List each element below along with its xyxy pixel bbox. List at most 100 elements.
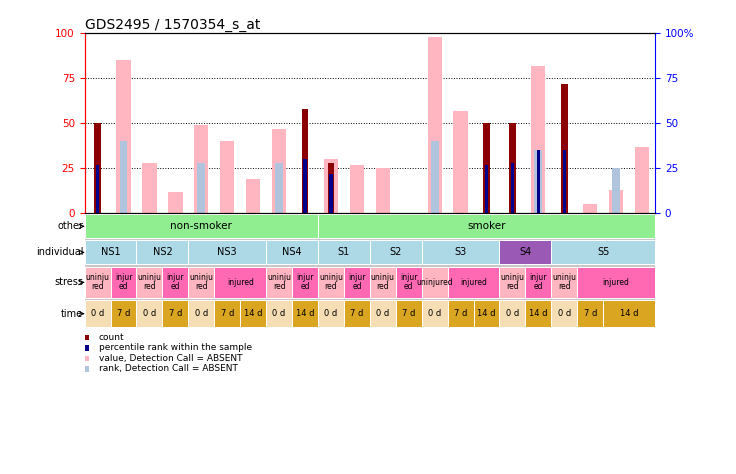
Bar (375, 168, 390, 213)
Bar (531, 65, 545, 213)
Bar (110, 301, 136, 327)
Text: 0 d: 0 d (376, 309, 389, 318)
Text: percentile rank within the sample: percentile rank within the sample (99, 344, 252, 352)
Text: 7 d: 7 d (221, 309, 234, 318)
Bar (350, 164, 364, 213)
Text: 14 d: 14 d (620, 309, 638, 318)
Bar (330, 173, 333, 213)
Bar (422, 240, 500, 264)
Text: other: other (57, 221, 83, 231)
Text: S2: S2 (389, 247, 402, 257)
Text: 0 d: 0 d (325, 309, 338, 318)
Bar (275, 163, 283, 213)
Bar (85, 335, 90, 340)
Text: injur
ed: injur ed (530, 273, 547, 292)
Bar (344, 301, 369, 327)
Bar (509, 123, 516, 213)
Bar (85, 267, 110, 298)
Bar (428, 37, 442, 213)
Bar (635, 146, 649, 213)
Text: 0 d: 0 d (272, 309, 286, 318)
Text: rank, Detection Call = ABSENT: rank, Detection Call = ABSENT (99, 365, 238, 373)
Text: uninju
red: uninju red (138, 273, 161, 292)
Bar (485, 164, 488, 213)
Text: S1: S1 (338, 247, 350, 257)
Bar (370, 240, 422, 264)
Bar (163, 267, 188, 298)
Bar (85, 366, 90, 372)
Bar (240, 301, 266, 327)
Text: uninju
red: uninju red (371, 273, 394, 292)
Text: 7 d: 7 d (169, 309, 182, 318)
Bar (116, 60, 131, 213)
Text: injur
ed: injur ed (400, 273, 417, 292)
Bar (318, 301, 344, 327)
Text: count: count (99, 333, 124, 342)
Text: uninjured: uninjured (417, 278, 453, 287)
Bar (292, 301, 318, 327)
Bar (94, 123, 101, 213)
Bar (447, 301, 473, 327)
Bar (500, 240, 551, 264)
Bar (534, 150, 542, 213)
Text: injured: injured (227, 278, 254, 287)
Bar (85, 356, 90, 361)
Bar (511, 163, 514, 213)
Text: uninju
red: uninju red (552, 273, 576, 292)
Bar (551, 240, 655, 264)
Text: individual: individual (36, 247, 83, 257)
Bar (537, 150, 540, 213)
Bar (422, 301, 447, 327)
Text: injur
ed: injur ed (166, 273, 184, 292)
Bar (136, 267, 163, 298)
Text: 7 d: 7 d (454, 309, 467, 318)
Text: NS2: NS2 (152, 247, 172, 257)
Text: 7 d: 7 d (117, 309, 130, 318)
Bar (169, 191, 183, 213)
Bar (292, 267, 318, 298)
Bar (214, 267, 266, 298)
Bar (188, 267, 214, 298)
Text: injured: injured (603, 278, 629, 287)
Text: GDS2495 / 1570354_s_at: GDS2495 / 1570354_s_at (85, 18, 260, 32)
Bar (197, 163, 205, 213)
Bar (188, 301, 214, 327)
Bar (583, 204, 598, 213)
Bar (318, 214, 655, 238)
Text: uninju
red: uninju red (85, 273, 110, 292)
Text: non-smoker: non-smoker (170, 221, 233, 231)
Text: S3: S3 (454, 247, 467, 257)
Text: 14 d: 14 d (529, 309, 548, 318)
Bar (302, 109, 308, 213)
Bar (328, 163, 334, 213)
Bar (612, 168, 620, 213)
Text: smoker: smoker (467, 221, 506, 231)
Bar (577, 267, 655, 298)
Bar (96, 164, 99, 213)
Bar (551, 267, 577, 298)
Bar (188, 240, 266, 264)
Text: time: time (61, 309, 83, 319)
Text: 7 d: 7 d (350, 309, 364, 318)
Bar (220, 141, 234, 213)
Bar (142, 163, 157, 213)
Bar (85, 301, 110, 327)
Text: injured: injured (460, 278, 487, 287)
Text: 0 d: 0 d (143, 309, 156, 318)
Bar (370, 301, 396, 327)
Text: 14 d: 14 d (244, 309, 263, 318)
Text: S4: S4 (520, 247, 531, 257)
Bar (431, 141, 439, 213)
Bar (214, 301, 240, 327)
Bar (473, 301, 500, 327)
Bar (318, 240, 370, 264)
Bar (266, 301, 292, 327)
Bar (344, 267, 369, 298)
Text: uninju
red: uninju red (189, 273, 213, 292)
Bar (551, 301, 577, 327)
Bar (85, 345, 90, 351)
Text: 0 d: 0 d (195, 309, 208, 318)
Bar (422, 267, 447, 298)
Text: uninju
red: uninju red (267, 273, 291, 292)
Bar (318, 267, 344, 298)
